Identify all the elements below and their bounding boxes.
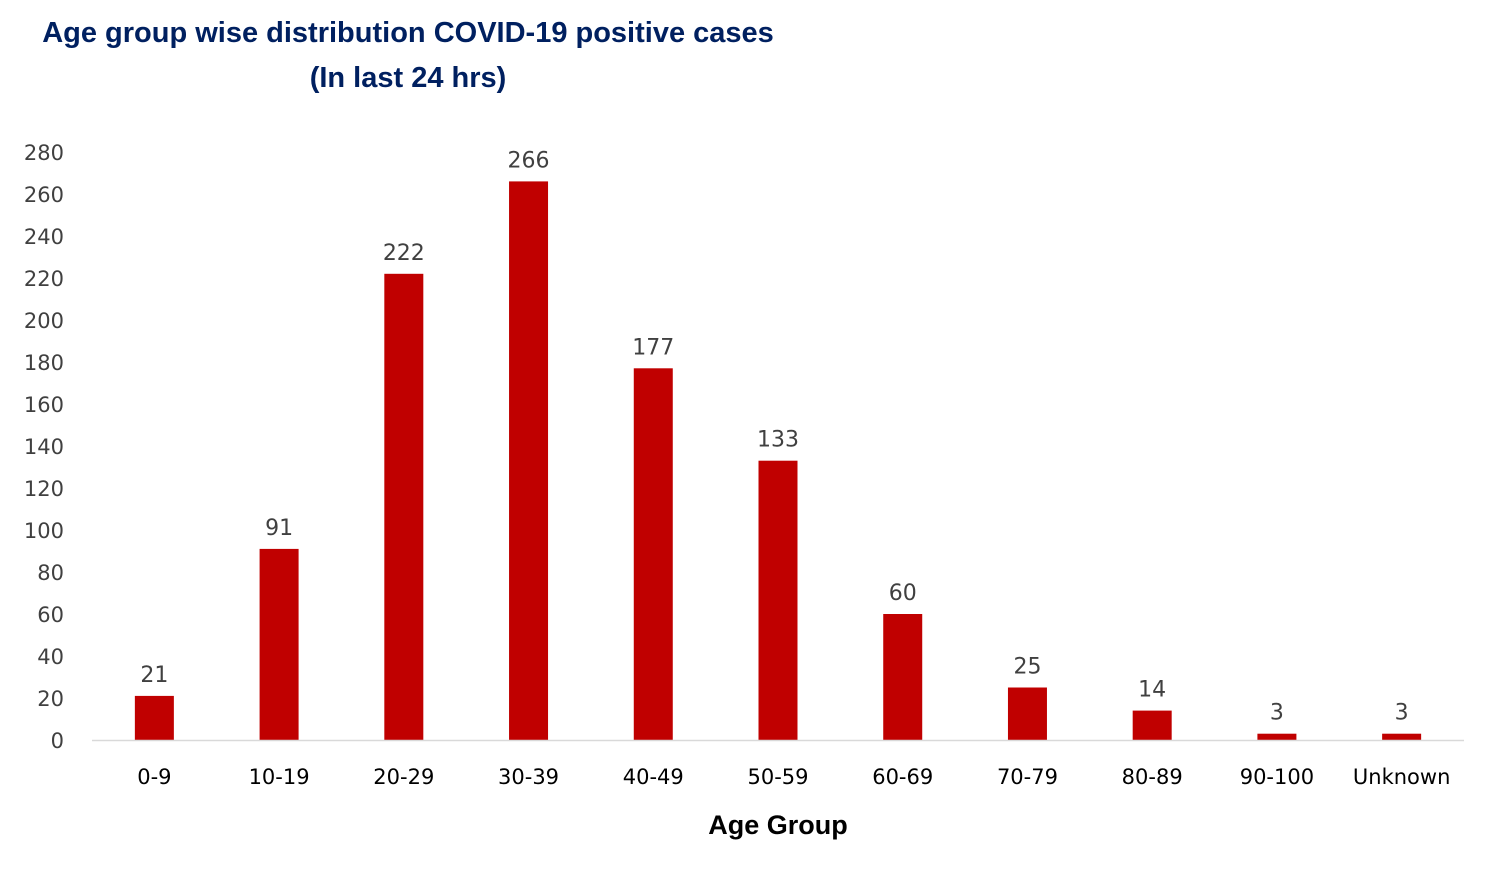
y-tick-label: 0 — [51, 729, 64, 753]
bar-60-69 — [883, 614, 923, 740]
bar-70-79 — [1007, 687, 1047, 740]
y-tick-label: 60 — [37, 603, 64, 627]
bar-30-39 — [509, 181, 549, 740]
data-label: 133 — [757, 428, 799, 453]
bar-40-49 — [633, 368, 673, 740]
y-tick-label: 280 — [24, 141, 64, 165]
x-tick-label: 70-79 — [997, 765, 1058, 789]
chart-title: Age group wise distribution COVID-19 pos… — [42, 17, 774, 49]
y-axis: 0 20 40 60 80 100 120 140 160 180 200 220 240 260 280 — [24, 141, 64, 753]
data-label: 3 — [1395, 701, 1409, 726]
data-label: 21 — [140, 663, 168, 688]
x-tick-label: 0-9 — [137, 765, 171, 789]
bar-10-19 — [259, 548, 299, 740]
x-tick-label: 50-59 — [747, 765, 808, 789]
y-tick-label: 260 — [24, 183, 64, 207]
y-tick-label: 120 — [24, 477, 64, 501]
data-label: 3 — [1270, 701, 1284, 726]
x-axis: 0-9 10-19 20-29 30-39 40-49 50-59 60-69 70-79 80… — [92, 739, 1464, 789]
y-tick-label: 160 — [24, 393, 64, 417]
y-tick-label: 240 — [24, 225, 64, 249]
data-label: 25 — [1013, 655, 1041, 680]
bar-20-29 — [384, 273, 424, 740]
x-tick-label: Unknown — [1353, 765, 1450, 789]
chart-subtitle: (In last 24 hrs) — [310, 62, 507, 94]
data-label: 60 — [889, 581, 917, 606]
data-label: 222 — [383, 241, 425, 266]
data-label: 91 — [265, 516, 293, 541]
x-tick-label: 90-100 — [1240, 765, 1314, 789]
x-axis-title: Age Group — [708, 810, 848, 840]
bar-90-100 — [1257, 733, 1297, 740]
data-label: 177 — [632, 335, 674, 360]
y-tick-label: 40 — [37, 645, 64, 669]
bar-50-59 — [758, 460, 798, 740]
x-tick-label: 60-69 — [872, 765, 933, 789]
data-labels: 21 91 222 266 177 133 60 25 14 3 3 — [140, 148, 1408, 725]
data-label: 266 — [508, 148, 550, 173]
bar-unknown — [1382, 733, 1422, 740]
x-tick-label: 40-49 — [623, 765, 684, 789]
bar-80-89 — [1132, 710, 1172, 740]
y-tick-label: 80 — [37, 561, 64, 585]
bar-0-9 — [134, 695, 174, 740]
y-tick-label: 20 — [37, 687, 64, 711]
x-tick-label: 20-29 — [373, 765, 434, 789]
data-label: 14 — [1138, 678, 1166, 703]
y-tick-label: 140 — [24, 435, 64, 459]
bars — [134, 181, 1422, 740]
x-tick-label: 30-39 — [498, 765, 559, 789]
y-tick-label: 100 — [24, 519, 64, 543]
y-tick-label: 200 — [24, 309, 64, 333]
x-tick-label: 10-19 — [249, 765, 310, 789]
y-tick-label: 220 — [24, 267, 64, 291]
y-tick-label: 180 — [24, 351, 64, 375]
x-tick-label: 80-89 — [1122, 765, 1183, 789]
